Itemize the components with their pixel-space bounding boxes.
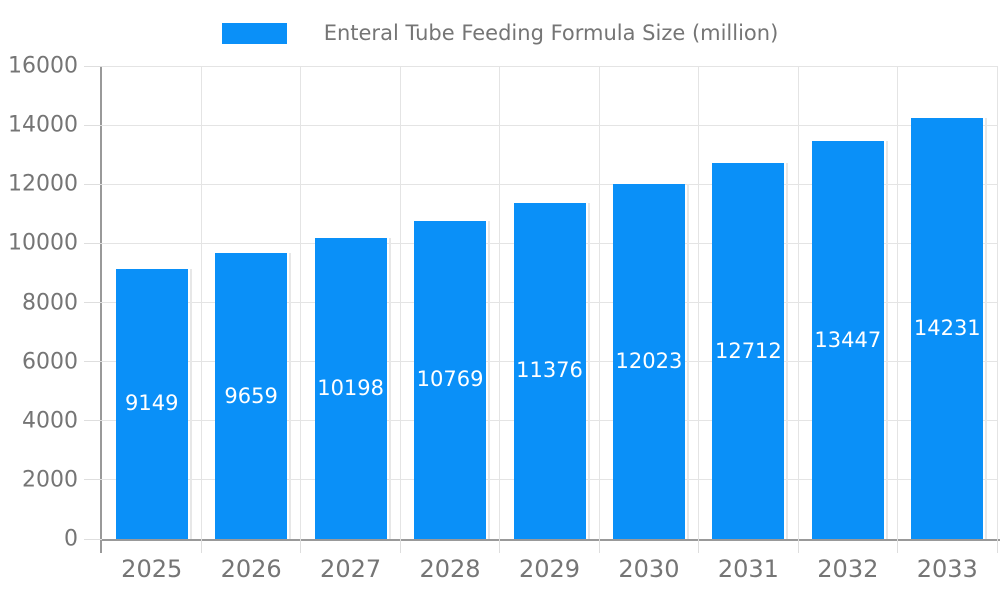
y-tick	[84, 420, 102, 422]
bar-2026[interactable]: 9659	[215, 253, 292, 539]
bar-2033[interactable]: 14231	[911, 118, 988, 539]
bar-2029[interactable]: 11376	[513, 202, 590, 540]
x-tick-label: 2029	[518, 555, 581, 583]
y-gridline	[102, 124, 997, 126]
x-tick	[996, 539, 998, 553]
x-gridline	[598, 66, 600, 539]
y-tick-label: 0	[64, 526, 78, 552]
x-tick-label: 2032	[817, 555, 879, 583]
bar-2030[interactable]: 12023	[612, 183, 689, 540]
y-tick	[84, 361, 102, 363]
bar-value-label: 9659	[224, 383, 278, 408]
y-tick-label: 8000	[22, 290, 78, 315]
y-tick	[84, 124, 102, 126]
x-tick-label: 2028	[419, 555, 481, 583]
y-tick	[84, 538, 102, 540]
y-gridline	[102, 65, 997, 67]
x-gridline	[797, 66, 799, 539]
x-gridline	[499, 66, 501, 539]
bar-2031[interactable]: 12712	[712, 163, 789, 539]
x-tick	[598, 539, 600, 553]
x-tick-label: 2026	[220, 555, 282, 583]
x-gridline	[996, 66, 998, 539]
y-tick-label: 16000	[8, 53, 78, 79]
x-tick	[698, 539, 700, 553]
bar-value-label: 9149	[124, 391, 179, 416]
bar-2027[interactable]: 10198	[314, 237, 391, 540]
x-tick-label: 2027	[320, 555, 382, 583]
y-axis-line	[100, 66, 102, 553]
x-tick-label: 2033	[916, 555, 978, 583]
x-tick	[897, 539, 899, 553]
bar-value-label: 11376	[516, 358, 583, 383]
bar-value-label: 10198	[317, 375, 385, 400]
x-tick-label: 2025	[121, 555, 183, 583]
y-tick	[84, 242, 102, 244]
y-tick-label: 10000	[8, 230, 78, 256]
bar-2025[interactable]: 9149	[115, 268, 192, 540]
y-tick	[84, 183, 102, 185]
legend-swatch	[221, 22, 287, 44]
x-tick	[499, 539, 501, 553]
x-tick	[200, 539, 202, 553]
y-gridline	[102, 183, 997, 185]
y-tick	[84, 302, 102, 303]
y-tick-label: 2000	[22, 467, 78, 493]
bar-value-label: 10769	[416, 367, 484, 392]
legend-label: Enteral Tube Feeding Formula Size (milli…	[323, 21, 779, 45]
y-tick	[84, 65, 102, 67]
bar-value-label: 13447	[814, 327, 882, 352]
bar-2032[interactable]: 13447	[811, 141, 888, 539]
y-tick-label: 6000	[22, 349, 78, 375]
bar-value-label: 12023	[615, 348, 683, 373]
x-tick	[399, 539, 401, 553]
x-tick-label: 2030	[618, 555, 680, 583]
x-tick-label: 2031	[717, 555, 779, 583]
x-gridline	[200, 66, 202, 539]
y-tick	[84, 479, 102, 481]
bar-2028[interactable]: 10769	[414, 220, 491, 540]
x-tick	[300, 539, 302, 553]
y-tick-label: 14000	[8, 112, 78, 138]
y-tick-label: 12000	[8, 171, 78, 197]
x-gridline	[897, 66, 899, 539]
x-gridline	[300, 66, 302, 539]
bar-value-label: 14231	[913, 316, 981, 341]
plot-area: 0 2000 4000 6000 8000 10000 12000 14000 16000 914…	[8, 54, 1000, 583]
y-tick-label: 4000	[22, 408, 78, 434]
x-axis-line	[100, 539, 1000, 541]
x-gridline	[698, 66, 700, 539]
bar-value-label: 12712	[714, 338, 782, 363]
legend[interactable]: Enteral Tube Feeding Formula Size (milli…	[0, 21, 1000, 45]
x-tick	[797, 539, 799, 553]
x-gridline	[399, 66, 401, 539]
